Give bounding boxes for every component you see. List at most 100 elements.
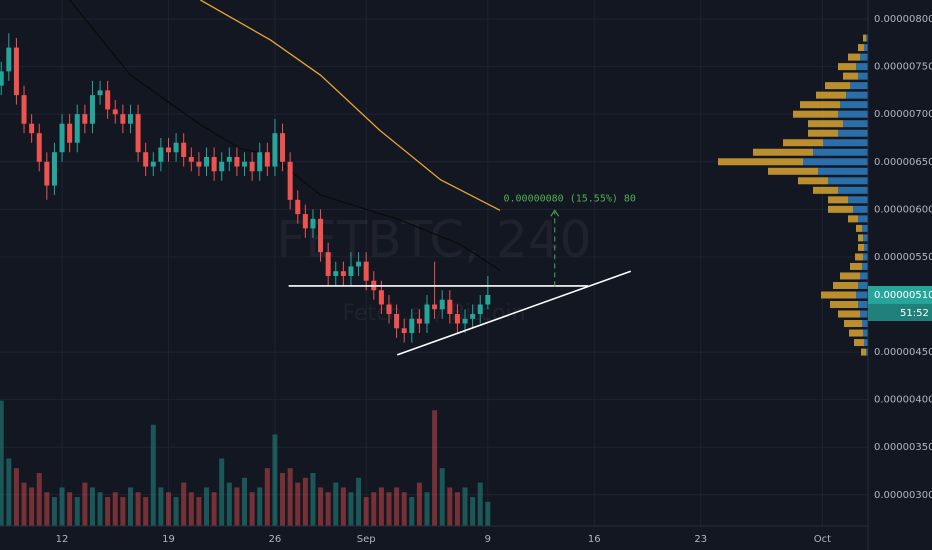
profile-down (858, 234, 863, 242)
volume-bar (454, 492, 460, 526)
volume-bar (188, 492, 194, 526)
profile-up (843, 120, 868, 128)
volume-bar (401, 492, 407, 526)
profile-down (840, 272, 860, 280)
candle-body (325, 252, 331, 276)
x-tick-label: 16 (588, 534, 601, 545)
volume-bar (44, 492, 50, 526)
volume-bar (356, 477, 362, 526)
profile-up (853, 205, 868, 213)
profile-down (843, 72, 858, 80)
profile-up (860, 272, 868, 280)
volume-bar (173, 497, 179, 526)
profile-down (849, 329, 863, 337)
axes: 0.00000800 0.00000750 0.00000700 0.00000650… (56, 14, 932, 545)
candle-body (485, 294, 491, 305)
candle-body (302, 214, 308, 229)
candle-body (363, 261, 369, 281)
y-tick-label: 0.00000600 (874, 204, 932, 215)
volume-bar (439, 468, 445, 526)
volume-bar (363, 497, 369, 526)
candle-body (424, 304, 430, 324)
x-tick-label: 26 (269, 534, 282, 545)
volume-bar (158, 487, 164, 526)
profile-up (838, 186, 868, 194)
profile-up (858, 281, 868, 289)
profile-up (858, 72, 868, 80)
profile-down (858, 243, 864, 251)
profile-up (828, 177, 868, 185)
volume-bar (378, 487, 384, 526)
volume-bar (249, 492, 255, 526)
profile-up (858, 300, 868, 308)
volume-bar (36, 472, 42, 526)
candle-body (401, 328, 407, 334)
profile-up (863, 253, 868, 261)
candle-body (234, 157, 240, 167)
volume-bar (333, 482, 339, 526)
candle-body (188, 157, 194, 162)
volume-bar (0, 400, 4, 526)
candle-body (242, 161, 248, 167)
volume-bar (21, 482, 27, 526)
volume-bar (211, 492, 217, 526)
profile-up (838, 129, 868, 137)
profile-up (863, 234, 868, 242)
profile-up (862, 262, 868, 270)
profile-down (861, 348, 866, 356)
profile-up (860, 53, 868, 61)
y-tick-label: 0.00000800 (874, 14, 932, 25)
volume-bar (112, 492, 118, 526)
candle-body (333, 271, 339, 276)
profile-up (848, 196, 868, 204)
profile-up (856, 63, 868, 71)
y-tick-label: 0.00000750 (874, 62, 932, 73)
candle-body (112, 109, 118, 115)
candle-body (6, 47, 12, 72)
profile-down (838, 310, 860, 318)
volume-bar (416, 482, 422, 526)
last-price-box (868, 285, 932, 304)
profile-down (833, 281, 858, 289)
profile-down (854, 339, 864, 347)
x-tick-label: 23 (694, 534, 707, 545)
candle-body (181, 142, 187, 158)
volume-bar (196, 497, 202, 526)
x-tick-label: 12 (56, 534, 69, 545)
volume-bar (432, 410, 438, 526)
profile-down (798, 177, 828, 185)
candle-body (447, 299, 453, 315)
profile-down (828, 196, 848, 204)
candle-body (432, 304, 438, 310)
candle-body (105, 90, 111, 110)
candle-body (287, 161, 293, 200)
volume-bar (59, 487, 65, 526)
y-tick-label: 0.00000650 (874, 157, 932, 168)
profile-up (803, 158, 868, 166)
volume-bar (394, 487, 400, 526)
volume-bar (447, 487, 453, 526)
candle-body (477, 304, 483, 315)
volume-bar (325, 492, 331, 526)
volume-bar (6, 458, 12, 526)
profile-down (800, 101, 840, 109)
volume-bar (67, 492, 73, 526)
candle-body (204, 157, 210, 167)
candle-body (135, 114, 141, 153)
volume-bar (234, 487, 240, 526)
profile-up (823, 139, 868, 147)
candle-body (82, 114, 88, 124)
volume-bar (74, 497, 80, 526)
candle-body (219, 161, 225, 172)
profile-up (840, 101, 868, 109)
candle-body (0, 71, 4, 86)
volume-bar (135, 492, 141, 526)
y-tick-label: 0.00000400 (874, 395, 932, 406)
candle-body (386, 304, 392, 315)
trendline (396, 270, 632, 356)
candle-body (173, 142, 179, 153)
volume-bar (89, 487, 95, 526)
candle-body (249, 161, 255, 172)
candle-body (409, 318, 415, 334)
